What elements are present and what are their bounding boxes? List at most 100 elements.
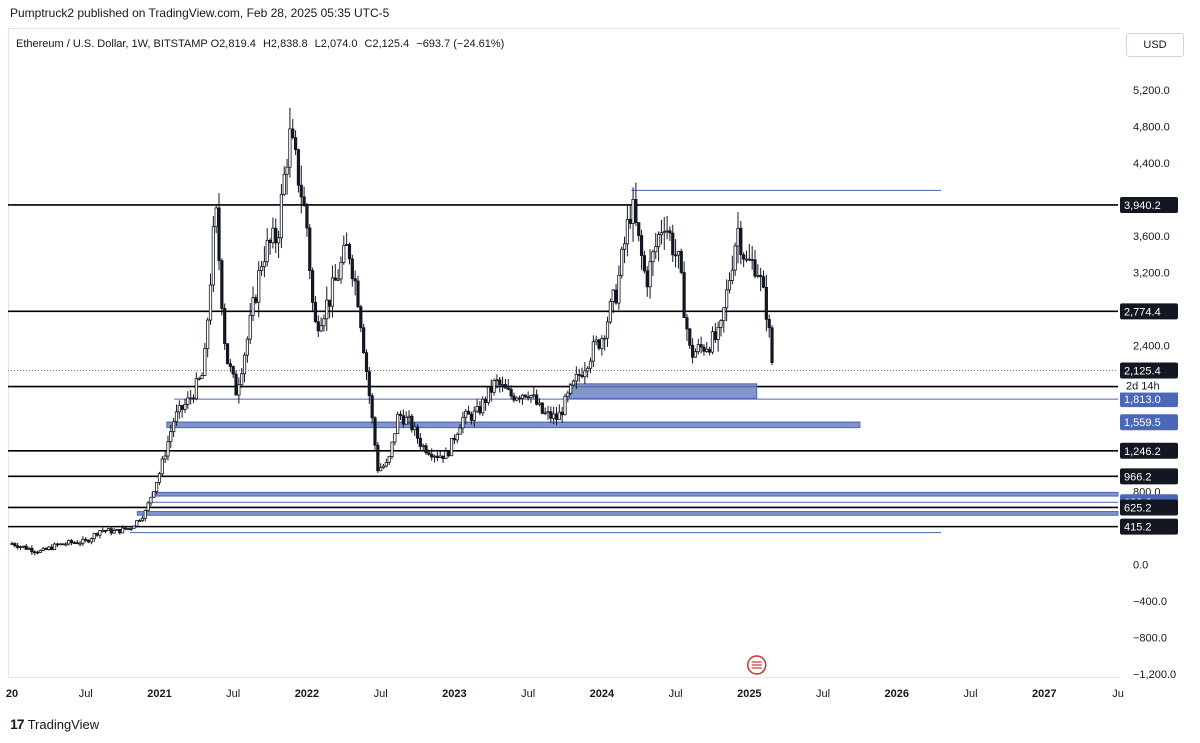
candle-body: [206, 319, 210, 349]
price-tag-label: 1,813.0: [1124, 394, 1161, 406]
candle-body: [322, 318, 326, 327]
candle-body: [214, 207, 218, 228]
candle-body: [770, 327, 774, 363]
high-value: 2,838.8: [270, 38, 308, 50]
candle-body: [614, 289, 618, 304]
y-tick-label: 4,400.0: [1133, 158, 1170, 170]
candle-body: [302, 196, 306, 207]
candle-body: [92, 533, 96, 540]
price-tag-label: 966.2: [1124, 471, 1152, 483]
candle-body: [699, 344, 703, 348]
y-tick-label: −400.0: [1133, 596, 1167, 608]
candle-body: [140, 517, 145, 521]
candle-body: [713, 331, 717, 341]
candle-body: [486, 386, 491, 403]
candle-body: [466, 410, 471, 415]
candle-body: [364, 352, 369, 372]
candle-body: [520, 394, 525, 399]
candle-body: [24, 545, 28, 550]
candle-body: [296, 149, 301, 186]
candle-body: [228, 363, 232, 367]
candle-body: [452, 437, 457, 441]
candle-body: [620, 248, 624, 276]
candle-body: [540, 402, 544, 414]
x-tick-label: Jul: [669, 688, 683, 700]
candle-body: [501, 384, 505, 386]
candle-body: [569, 384, 573, 394]
candle-body: [418, 437, 422, 447]
candle-body: [240, 373, 244, 386]
candle-body: [512, 395, 516, 401]
candle-body: [543, 412, 547, 415]
publisher-line: Pumptruck2 published on TradingView.com,…: [10, 6, 390, 20]
candle-body: [622, 243, 627, 250]
candle-body: [586, 367, 590, 372]
candle-body: [577, 373, 581, 376]
candle-body: [744, 258, 749, 261]
candle-body: [316, 321, 320, 332]
candle-body: [288, 128, 292, 168]
candle-body: [730, 269, 734, 281]
candle-body: [75, 542, 79, 545]
candle-body: [676, 250, 681, 256]
price-tags: 3,940.22,774.42,125.41,950.01,813.01,559…: [746, 196, 1178, 675]
candle-body: [739, 227, 743, 256]
candle-body: [750, 259, 754, 261]
candle-body: [61, 543, 65, 546]
candle-body: [594, 339, 598, 343]
x-tick-label: Jul: [964, 688, 978, 700]
candle-body: [118, 529, 122, 534]
candle-body: [271, 227, 275, 244]
candle-body: [157, 473, 162, 483]
candle-body: [515, 397, 519, 401]
candle-body: [242, 354, 247, 375]
candle-body: [328, 299, 332, 307]
currency-button[interactable]: USD: [1126, 33, 1184, 57]
candle-body: [393, 433, 397, 443]
candle-body: [197, 377, 201, 380]
x-tick-label: Jul: [79, 688, 93, 700]
candle-body: [155, 482, 159, 492]
price-tag-box: [1120, 391, 1178, 408]
candle-body: [276, 237, 281, 244]
candle-body: [89, 538, 94, 543]
candle-body: [291, 128, 295, 139]
price-tag-box: [1120, 499, 1178, 516]
candle-body: [671, 232, 675, 256]
candle-body: [662, 231, 666, 234]
candle-body: [172, 421, 176, 433]
candles: [10, 107, 774, 556]
x-tick-label: Jul: [226, 688, 240, 700]
candle-body: [194, 378, 198, 400]
candle-body: [217, 207, 221, 262]
candle-body: [245, 338, 249, 356]
candle-body: [231, 366, 235, 375]
candle-body: [685, 317, 689, 330]
candle-body: [379, 467, 383, 472]
candle-body: [396, 413, 400, 435]
candle-body: [413, 426, 417, 431]
candle-body: [591, 341, 595, 362]
candle-body: [529, 394, 533, 398]
candle-body: [373, 417, 377, 446]
candle-body: [191, 397, 196, 400]
candle-body: [719, 320, 723, 328]
candle-body: [656, 234, 661, 248]
candle-body: [583, 370, 587, 378]
candle-body: [279, 193, 284, 239]
candle-body: [608, 301, 612, 323]
candle-body: [174, 411, 179, 423]
x-tick-label: Jul: [374, 688, 388, 700]
candle-body: [464, 410, 468, 418]
x-tick-label: 2025: [737, 688, 761, 700]
candle-body: [458, 427, 462, 435]
candle-body: [580, 374, 584, 378]
candle-body: [115, 529, 119, 532]
candle-body: [336, 278, 340, 281]
candle-body: [398, 413, 403, 417]
candle-body: [733, 245, 737, 271]
candle-body: [166, 441, 170, 457]
price-tag-box: [1120, 442, 1178, 459]
candle-body: [492, 380, 496, 393]
